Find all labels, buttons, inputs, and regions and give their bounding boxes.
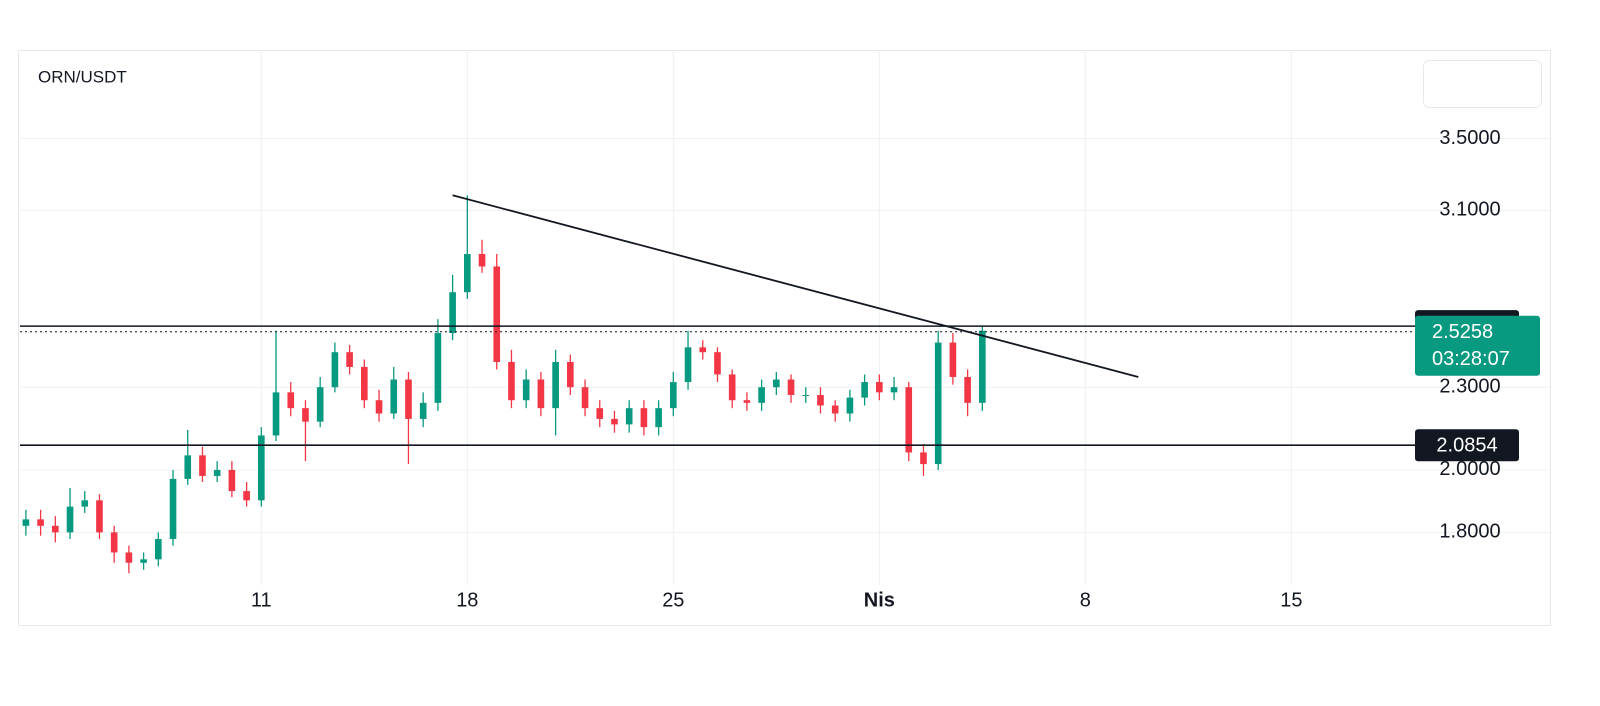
candle-body: [905, 387, 913, 453]
chart-title: ORN/USDT: [38, 67, 127, 86]
candle-body: [831, 405, 839, 414]
candle-body: [493, 266, 501, 362]
y-tick-label: 3.1000: [1439, 199, 1500, 221]
candle-body: [199, 455, 206, 476]
candle-body: [979, 330, 986, 403]
candle-body: [934, 342, 942, 465]
candle-body: [258, 435, 265, 501]
candle-body: [184, 455, 192, 479]
candle-body: [714, 352, 721, 375]
candle-body: [434, 333, 442, 403]
plot-area: [22, 195, 986, 574]
candle-body: [96, 500, 103, 533]
candle-body: [861, 382, 868, 398]
candle-body: [552, 361, 559, 409]
candle-body: [846, 397, 854, 414]
toolbar-button[interactable]: [1423, 60, 1542, 108]
candle-body: [640, 408, 648, 428]
x-tick-label: 18: [456, 589, 478, 611]
candle-body: [228, 469, 236, 492]
price-label-box: [1415, 429, 1519, 462]
candle-body: [522, 379, 530, 401]
candle-body: [169, 478, 177, 539]
candle-body: [625, 408, 633, 425]
candle-body: [684, 347, 692, 383]
x-tick-label: 11: [251, 589, 272, 611]
candle-body: [567, 361, 574, 388]
last-price-label: 2.5258: [1432, 321, 1493, 343]
candle-body: [110, 532, 118, 553]
y-tick-label: 2.0000: [1439, 458, 1500, 480]
candle-body: [464, 253, 471, 293]
candle-body: [361, 366, 368, 401]
x-tick-label: 15: [1280, 589, 1302, 611]
countdown-label: 03:28:07: [1432, 348, 1510, 370]
x-tick-label: 25: [662, 589, 684, 611]
candle-body: [37, 519, 44, 526]
candle-body: [728, 374, 736, 401]
candle-body: [405, 379, 412, 419]
candle-body: [508, 361, 515, 401]
candle-body: [596, 408, 604, 419]
candle-body: [758, 387, 765, 403]
x-tick-label: 8: [1080, 589, 1091, 611]
candle-body: [81, 500, 89, 507]
candle-body: [964, 376, 971, 403]
y-tick-label: 3.5000: [1439, 127, 1500, 149]
candle-body: [66, 506, 74, 533]
candle-body: [346, 352, 353, 367]
grid: [20, 51, 1550, 585]
candle-body: [478, 253, 486, 267]
candle-body: [22, 519, 30, 526]
candle-body: [419, 402, 427, 419]
candle-body: [581, 387, 589, 409]
candle-body: [287, 392, 295, 409]
candle-body: [375, 400, 383, 414]
candle-body: [773, 379, 780, 388]
y-tick-label: 1.8000: [1439, 521, 1500, 543]
x-tick-label: Nis: [864, 589, 895, 611]
candle-body: [949, 342, 957, 377]
candle-body: [213, 469, 221, 476]
price-label: 2.0854: [1436, 434, 1497, 456]
candle-body: [670, 382, 677, 409]
candle-body: [302, 408, 309, 422]
last-price-box: [1415, 315, 1540, 376]
candle-body: [155, 538, 162, 560]
candle-body: [390, 379, 398, 414]
candle-body: [140, 559, 147, 563]
candle-body: [920, 452, 927, 465]
candle-body: [802, 394, 810, 396]
candle-body: [449, 292, 456, 334]
candle-body: [699, 347, 707, 353]
candle-body: [272, 392, 280, 436]
candle-body: [316, 387, 324, 422]
candle-body: [243, 491, 250, 501]
candle-body: [743, 400, 751, 403]
candle-body: [331, 352, 339, 388]
candle-body: [876, 382, 883, 393]
chart-frame: [18, 50, 1551, 626]
trendline: [452, 194, 1139, 378]
candle-body: [787, 379, 795, 395]
candle-body: [125, 552, 133, 563]
candle-body: [817, 394, 824, 406]
candle-body: [52, 525, 59, 533]
candle-body: [611, 418, 618, 425]
candle-body: [537, 379, 545, 409]
candle-body: [890, 387, 898, 393]
y-tick-label: 2.3000: [1439, 375, 1500, 397]
candle-body: [655, 408, 662, 428]
